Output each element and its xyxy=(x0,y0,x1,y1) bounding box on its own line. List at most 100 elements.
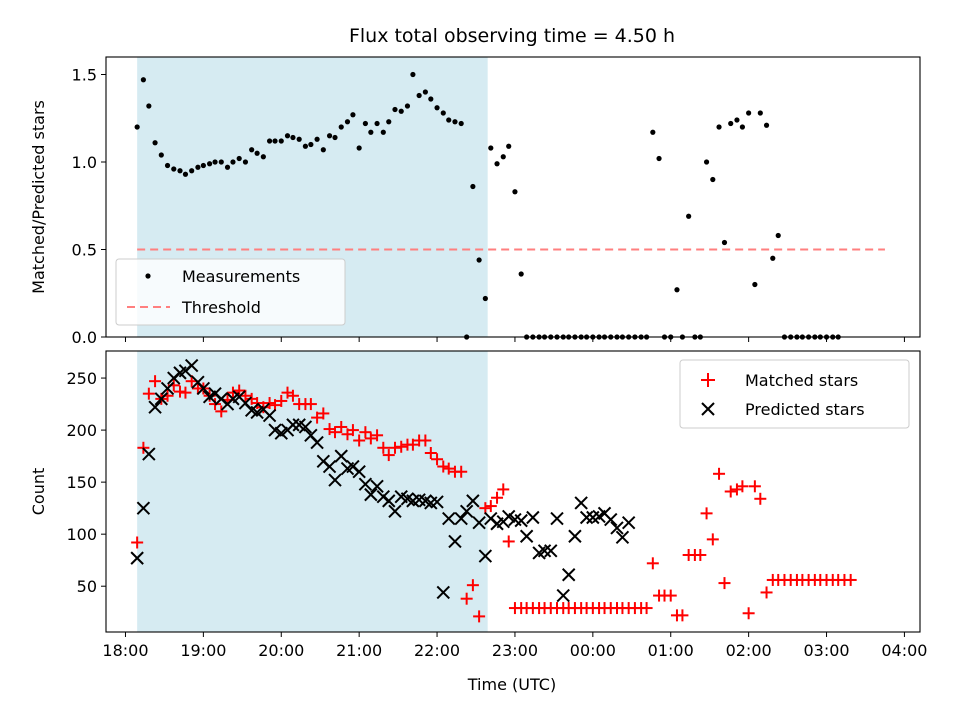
predicted-stars-point xyxy=(478,549,493,563)
measurement-point xyxy=(338,124,344,130)
matched-stars-point xyxy=(713,467,726,480)
ratio-legend: Measurements Threshold xyxy=(115,258,346,326)
x-tick-label: 04:00 xyxy=(881,641,927,660)
matched-stars-point xyxy=(442,462,455,475)
matched-stars-point xyxy=(460,592,473,605)
measurement-point xyxy=(200,162,206,169)
predicted-stars-point xyxy=(615,530,630,544)
measurement-point xyxy=(278,138,284,144)
predicted-stars-point xyxy=(322,459,337,474)
matched-stars-point xyxy=(497,483,510,496)
measurement-point xyxy=(440,110,446,116)
measurement-point xyxy=(410,71,416,78)
measurement-point xyxy=(506,143,512,149)
measurement-point xyxy=(710,176,716,183)
ratio-x-ticks xyxy=(124,337,905,342)
predicted-stars-point xyxy=(574,496,588,510)
legend-predicted-label: Predicted stars xyxy=(745,400,865,419)
matched-stars-point xyxy=(742,607,755,620)
predicted-stars-point xyxy=(466,494,480,508)
measurement-point xyxy=(177,168,183,174)
predicted-stars-point xyxy=(537,544,552,558)
y-tick-label: 100 xyxy=(66,525,97,544)
matched-stars-point xyxy=(329,426,342,439)
predicted-stars-point xyxy=(364,487,378,502)
predicted-stars-point xyxy=(544,544,558,558)
y-tick-label: 250 xyxy=(66,369,97,388)
measurement-point xyxy=(302,143,309,149)
measurement-point xyxy=(254,150,260,156)
count-panel-frame xyxy=(105,350,921,633)
measurement-point xyxy=(266,138,273,144)
measurement-point xyxy=(775,232,781,239)
matched-stars-point xyxy=(664,589,677,602)
predicted-stars-point xyxy=(454,511,468,526)
matched-stars-point xyxy=(353,434,366,447)
predicted-stars-point xyxy=(556,588,570,603)
matched-stars-point xyxy=(226,386,239,399)
measurement-point xyxy=(380,129,386,135)
predicted-stars-point xyxy=(334,449,348,463)
predicted-stars-point xyxy=(604,512,618,527)
matched-stars-point xyxy=(491,491,504,504)
matched-stars-point xyxy=(700,507,713,520)
predicted-stars-point xyxy=(298,420,313,434)
measurement-point xyxy=(770,255,776,261)
measurement-point xyxy=(656,155,662,162)
legend-threshold-label: Threshold xyxy=(181,298,261,317)
matched-stars-point xyxy=(640,602,653,615)
measurement-point xyxy=(757,110,763,116)
measurement-point xyxy=(416,92,422,99)
measurement-point xyxy=(164,162,171,169)
measurement-point xyxy=(404,103,411,109)
count-legend: Matched stars Predicted stars xyxy=(679,359,910,429)
y-tick-label: 0.5 xyxy=(72,241,97,260)
x-tick-label: 22:00 xyxy=(414,641,460,660)
measurement-point xyxy=(230,159,236,165)
matched-stars-point xyxy=(131,536,144,549)
measurement-point xyxy=(290,134,296,141)
ratio-legend-box xyxy=(115,258,346,326)
matched-stars-point xyxy=(646,557,659,570)
matched-stars-point xyxy=(395,440,408,453)
measurement-point xyxy=(518,271,524,277)
matched-stars-point xyxy=(473,610,486,623)
x-tick-label: 02:00 xyxy=(726,641,772,660)
y-tick-label: 1.0 xyxy=(72,153,97,172)
matched-stars-point xyxy=(502,535,515,548)
measurement-point xyxy=(314,136,320,142)
x-tick-label: 19:00 xyxy=(180,641,226,660)
measurement-point xyxy=(272,138,278,144)
shaded-interval-bottom xyxy=(137,351,488,632)
matched-stars-point xyxy=(286,389,299,402)
predicted-stars-point xyxy=(561,568,576,582)
measurement-point xyxy=(249,147,255,153)
predicted-stars-point xyxy=(430,495,444,509)
predicted-stars-point xyxy=(310,435,324,450)
matched-stars-point xyxy=(149,375,162,388)
measurement-point xyxy=(674,287,680,293)
measurement-point xyxy=(350,112,356,118)
predicted-stars-point xyxy=(621,516,636,530)
matched-stars-point xyxy=(371,429,384,442)
measurement-point xyxy=(392,106,398,113)
legend-matched-label: Matched stars xyxy=(745,371,858,390)
measurement-point xyxy=(746,110,752,116)
predicted-stars-point xyxy=(148,400,162,414)
matched-stars-point xyxy=(364,432,377,445)
measurement-point xyxy=(650,129,656,135)
measurement-point xyxy=(368,129,374,135)
predicted-stars-point xyxy=(358,477,373,491)
predicted-stars-point xyxy=(154,392,169,406)
measurement-point xyxy=(218,159,224,165)
measurement-point xyxy=(434,105,440,111)
measurement-point xyxy=(739,124,746,130)
count-legend-box xyxy=(679,359,910,429)
measurement-point xyxy=(716,124,722,130)
measurement-point xyxy=(182,171,189,177)
measurement-point xyxy=(152,140,158,146)
measurement-point xyxy=(752,281,758,288)
legend-predicted-marker xyxy=(701,402,715,416)
measurement-point xyxy=(296,136,302,142)
